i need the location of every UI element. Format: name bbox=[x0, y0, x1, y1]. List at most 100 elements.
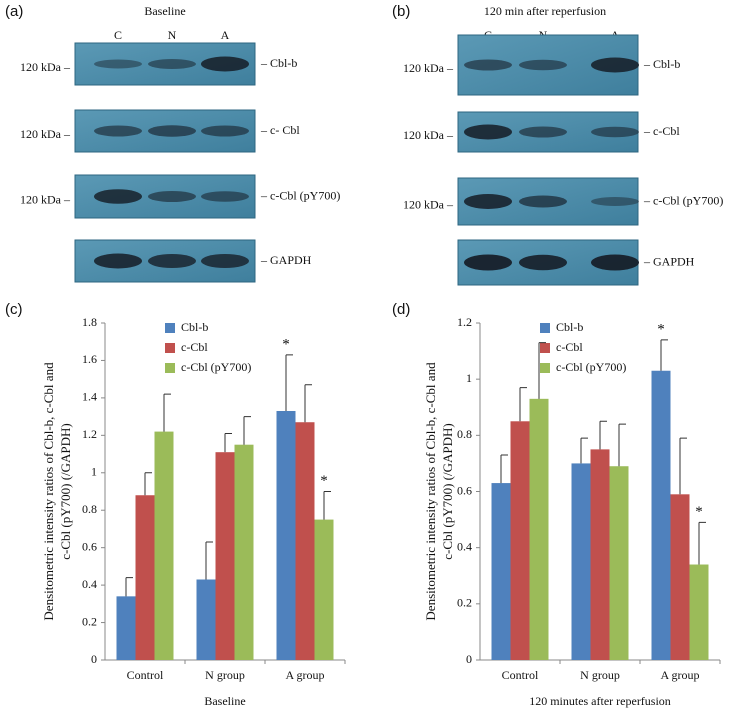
protein-label: – GAPDH bbox=[643, 254, 695, 268]
error-bar bbox=[144, 472, 152, 496]
error-bar bbox=[500, 454, 508, 484]
mw-label: 120 kDa – bbox=[403, 128, 454, 142]
bar bbox=[609, 466, 629, 660]
panel-label: (c) bbox=[5, 301, 23, 318]
significance-mark: * bbox=[695, 504, 703, 520]
error-bar bbox=[125, 577, 133, 597]
error-bar bbox=[243, 416, 251, 445]
blot-band bbox=[464, 124, 512, 140]
x-axis-label: 120 minutes after reperfusion bbox=[529, 694, 671, 708]
y-tick-label: 0.4 bbox=[82, 577, 97, 591]
legend-label: Cbl-b bbox=[556, 320, 583, 334]
y-tick-label: 1.8 bbox=[82, 315, 97, 329]
error-bar bbox=[224, 432, 232, 453]
legend-label: c-Cbl (pY700) bbox=[556, 360, 626, 374]
blot-band bbox=[148, 59, 196, 69]
bar bbox=[234, 444, 254, 660]
blot-title: 120 min after reperfusion bbox=[484, 4, 606, 18]
blot-band bbox=[94, 59, 142, 69]
y-axis-label: Densitometric intensity ratios of Cbl-b,… bbox=[423, 362, 438, 621]
error-bar bbox=[599, 420, 607, 450]
x-tick-label: N group bbox=[205, 668, 245, 682]
y-tick-label: 1.2 bbox=[457, 315, 472, 329]
y-tick-label: 0.8 bbox=[82, 502, 97, 516]
legend-label: c-Cbl bbox=[556, 340, 583, 354]
mw-label: 120 kDa – bbox=[20, 127, 71, 141]
error-bar bbox=[580, 437, 588, 464]
protein-label: – Cbl-b bbox=[643, 57, 680, 71]
legend-swatch bbox=[540, 323, 550, 333]
bar bbox=[510, 421, 530, 660]
blot-band bbox=[94, 189, 142, 204]
panel-label: (b) bbox=[392, 3, 410, 20]
mw-label: 120 kDa – bbox=[403, 61, 454, 75]
blot-band bbox=[519, 254, 567, 271]
blot-band bbox=[201, 254, 249, 268]
lane-label: N bbox=[168, 28, 177, 42]
bar bbox=[116, 596, 136, 660]
protein-label: – c-Cbl bbox=[643, 124, 680, 138]
blot-band bbox=[591, 57, 639, 73]
y-tick-label: 0.6 bbox=[457, 483, 472, 497]
legend-label: c-Cbl bbox=[181, 340, 208, 354]
legend-swatch bbox=[540, 343, 550, 353]
error-bar bbox=[285, 354, 293, 411]
protein-label: – c-Cbl (pY700) bbox=[260, 188, 340, 202]
blot-band bbox=[464, 254, 512, 271]
legend-swatch bbox=[540, 363, 550, 373]
panel-label: (d) bbox=[392, 301, 410, 318]
blot-band bbox=[464, 194, 512, 209]
bar bbox=[689, 564, 709, 660]
significance-mark: * bbox=[282, 336, 290, 352]
significance-mark: * bbox=[657, 321, 665, 337]
blot-band bbox=[201, 191, 249, 202]
blot-band bbox=[464, 59, 512, 71]
protein-label: – c- Cbl bbox=[260, 123, 300, 137]
y-tick-label: 0 bbox=[466, 652, 472, 666]
blot-band bbox=[519, 126, 567, 138]
bar bbox=[276, 410, 296, 660]
error-bar bbox=[538, 342, 546, 399]
bar bbox=[571, 463, 591, 660]
blot-band bbox=[148, 191, 196, 202]
blot-band bbox=[201, 125, 249, 137]
legend-label: Cbl-b bbox=[181, 320, 208, 334]
bar bbox=[135, 495, 155, 660]
legend-swatch bbox=[165, 363, 175, 373]
y-axis-label: c-Cbl (pY700) (/GAPDH) bbox=[58, 423, 73, 559]
mw-label: 120 kDa – bbox=[20, 192, 71, 206]
bar bbox=[670, 494, 690, 660]
y-tick-label: 0 bbox=[91, 652, 97, 666]
y-tick-label: 1.6 bbox=[82, 352, 97, 366]
y-tick-label: 1 bbox=[466, 371, 472, 385]
mw-label: 120 kDa – bbox=[403, 197, 454, 211]
mw-label: 120 kDa – bbox=[20, 60, 71, 74]
bar bbox=[529, 398, 549, 660]
lane-label: C bbox=[114, 28, 122, 42]
error-bar bbox=[679, 437, 687, 495]
x-tick-label: N group bbox=[580, 668, 620, 682]
error-bar bbox=[698, 521, 706, 565]
bar bbox=[215, 452, 235, 660]
error-bar bbox=[205, 541, 213, 580]
y-tick-label: 1.2 bbox=[82, 427, 97, 441]
bar bbox=[196, 579, 216, 660]
blot-band bbox=[94, 125, 142, 137]
blot-band bbox=[591, 197, 639, 206]
blot-band bbox=[519, 59, 567, 71]
bar bbox=[314, 519, 334, 660]
blot-band bbox=[519, 195, 567, 208]
panel-label: (a) bbox=[5, 3, 23, 20]
y-tick-label: 0.8 bbox=[457, 427, 472, 441]
error-bar bbox=[304, 384, 312, 423]
y-axis-label: Densitometric intensity ratios of Cbl-b,… bbox=[41, 362, 56, 621]
y-tick-label: 0.6 bbox=[82, 539, 97, 553]
blot-band bbox=[148, 254, 196, 268]
y-tick-label: 1.4 bbox=[82, 390, 97, 404]
y-tick-label: 0.4 bbox=[457, 539, 472, 553]
error-bar bbox=[323, 491, 331, 520]
x-tick-label: A group bbox=[286, 668, 325, 682]
protein-label: – c-Cbl (pY700) bbox=[643, 193, 723, 207]
